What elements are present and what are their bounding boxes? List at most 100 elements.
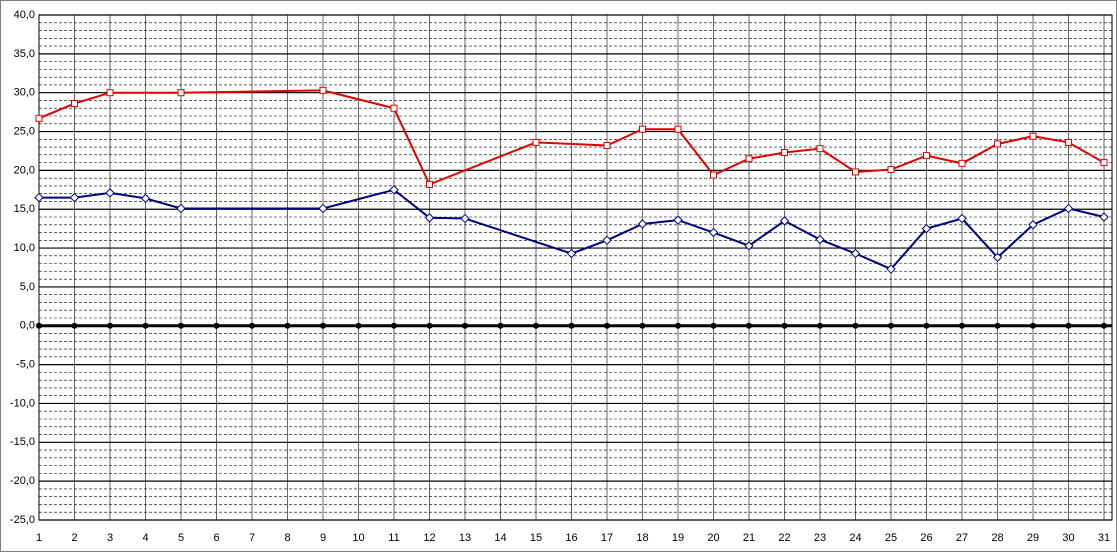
marker (887, 166, 895, 174)
marker (36, 322, 42, 329)
x-tick-label: 18 (636, 532, 648, 544)
marker (957, 213, 967, 224)
marker (886, 264, 896, 274)
marker (71, 100, 78, 108)
plot-frame (38, 14, 1113, 521)
x-tick-label: 11 (388, 532, 399, 544)
marker (355, 322, 362, 329)
marker (602, 235, 612, 246)
x-tick-label: 7 (249, 532, 255, 544)
marker (673, 215, 683, 225)
marker (1030, 322, 1036, 329)
marker (213, 322, 220, 329)
marker (710, 171, 717, 179)
marker (389, 185, 399, 195)
y-tick-label: -25,0 (10, 514, 35, 526)
x-tick-label: 29 (1027, 532, 1039, 544)
marker (69, 192, 80, 203)
marker (318, 203, 328, 214)
marker (639, 322, 646, 329)
x-tick-label: 2 (71, 532, 77, 544)
y-tick-label: 35,0 (14, 48, 35, 60)
x-tick-label: 24 (849, 532, 861, 544)
marker (994, 140, 1001, 148)
marker (850, 248, 861, 259)
marker (1065, 138, 1072, 146)
marker (708, 227, 719, 238)
y-tick-label: 20,0 (14, 164, 35, 176)
x-tick-label: 31 (1098, 532, 1110, 544)
x-tick-label: 3 (107, 532, 113, 544)
marker (779, 216, 790, 226)
marker (744, 241, 754, 251)
marker (140, 193, 151, 204)
marker (603, 142, 611, 150)
marker (816, 145, 824, 153)
marker (426, 180, 433, 188)
marker (675, 322, 681, 329)
marker (105, 188, 115, 198)
x-tick-label: 1 (36, 532, 42, 544)
marker (426, 322, 433, 329)
marker (568, 322, 575, 329)
marker (1100, 159, 1108, 167)
marker (1099, 212, 1109, 222)
x-tick-label: 16 (565, 532, 577, 544)
x-tick-label: 25 (885, 532, 897, 544)
marker (497, 322, 504, 329)
marker (959, 322, 965, 329)
marker (424, 213, 435, 223)
x-tick-label: 22 (778, 532, 790, 544)
marker (746, 322, 752, 329)
y-tick-label: -10,0 (10, 397, 35, 409)
marker (390, 104, 398, 112)
marker (958, 159, 966, 167)
x-tick-label: 19 (672, 532, 684, 544)
x-tick-label: 20 (707, 532, 719, 544)
marker (533, 322, 539, 329)
y-tick-label: 25,0 (14, 125, 35, 137)
marker (781, 322, 788, 329)
marker (249, 322, 255, 329)
marker (923, 322, 930, 329)
marker (1029, 132, 1037, 140)
y-tick-label: 30,0 (14, 87, 35, 99)
marker (921, 223, 932, 234)
marker (745, 155, 753, 163)
y-tick-label: 15,0 (14, 203, 35, 215)
x-tick-label: 8 (284, 532, 290, 544)
y-tick-label: -5,0 (16, 359, 35, 371)
x-tick-label: 14 (494, 532, 506, 544)
x-tick-label: 28 (991, 532, 1003, 544)
marker (604, 322, 610, 329)
marker (71, 322, 78, 329)
x-tick-label: 4 (142, 532, 148, 544)
marker (639, 125, 646, 133)
marker (994, 322, 1001, 329)
marker (176, 203, 186, 214)
marker (637, 219, 648, 229)
y-tick-label: 5,0 (20, 281, 35, 293)
marker (107, 322, 113, 329)
x-tick-label: 26 (920, 532, 932, 544)
y-tick-label: -20,0 (10, 475, 35, 487)
x-tick-label: 23 (814, 532, 826, 544)
y-tick-label: -15,0 (10, 436, 35, 448)
marker (1063, 203, 1074, 214)
marker (992, 252, 1003, 263)
marker (34, 192, 44, 203)
marker (710, 322, 717, 329)
y-tick-label: 0,0 (20, 320, 35, 332)
marker (1065, 322, 1072, 329)
marker (815, 234, 825, 245)
marker (852, 168, 859, 176)
marker (35, 114, 43, 122)
marker (391, 322, 397, 329)
x-tick-label: 30 (1062, 532, 1074, 544)
y-tick-label: 10,0 (14, 242, 35, 254)
marker (852, 322, 859, 329)
marker (1028, 220, 1038, 230)
marker (888, 322, 894, 329)
